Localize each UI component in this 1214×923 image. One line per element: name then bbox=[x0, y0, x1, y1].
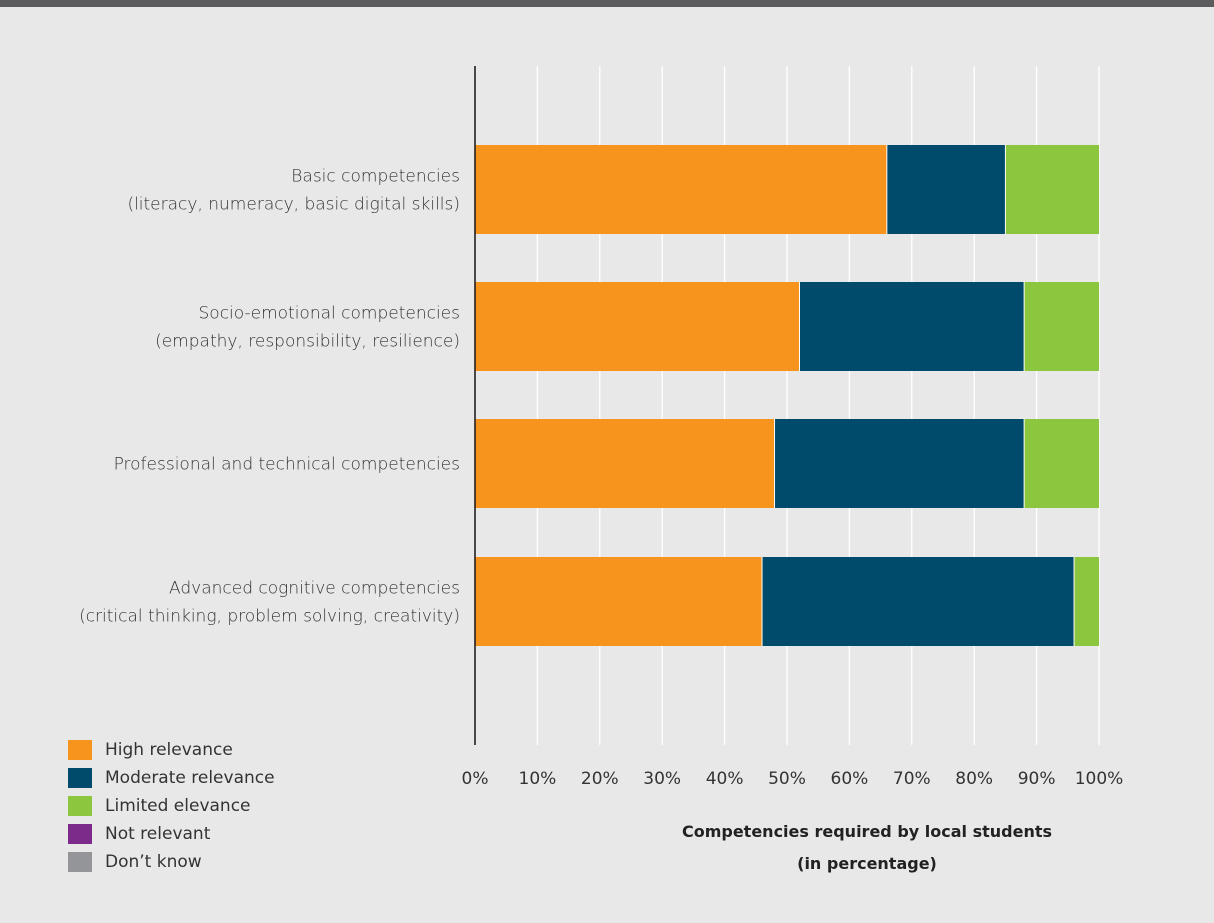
bar-segment bbox=[475, 557, 763, 646]
x-tick-label: 100% bbox=[1075, 769, 1124, 789]
bar-segment bbox=[1024, 282, 1099, 371]
legend-item: High relevance bbox=[68, 736, 275, 764]
legend-swatch bbox=[68, 768, 92, 788]
x-axis-title: Competencies required by local students bbox=[682, 822, 1052, 841]
x-tick-label: 20% bbox=[581, 769, 619, 789]
category-label: (literacy, numeracy, basic digital skill… bbox=[127, 195, 460, 215]
legend-item: Not relevant bbox=[68, 820, 275, 848]
bar-segment bbox=[774, 419, 1025, 508]
category-label: Advanced cognitive competencies bbox=[169, 579, 460, 599]
x-tick-label: 50% bbox=[768, 769, 806, 789]
legend-label: Not relevant bbox=[105, 824, 211, 844]
x-tick-label: 0% bbox=[462, 769, 489, 789]
x-tick-label: 10% bbox=[519, 769, 557, 789]
bar-segment bbox=[762, 557, 1075, 646]
legend-item: Limited elevance bbox=[68, 792, 275, 820]
legend-swatch bbox=[68, 824, 92, 844]
legend-label: Don’t know bbox=[105, 852, 202, 872]
bar-segment bbox=[1074, 557, 1099, 646]
category-label: (empathy, responsibility, resilience) bbox=[155, 332, 460, 352]
x-tick-label: 60% bbox=[831, 769, 869, 789]
bar-segment bbox=[475, 282, 800, 371]
category-label: Professional and technical competencies bbox=[114, 455, 460, 475]
category-label: (critical thinking, problem solving, cre… bbox=[79, 607, 460, 627]
legend-swatch bbox=[68, 796, 92, 816]
legend-item: Moderate relevance bbox=[68, 764, 275, 792]
legend-label: Limited elevance bbox=[105, 796, 251, 816]
legend-label: Moderate relevance bbox=[105, 768, 275, 788]
legend-swatch bbox=[68, 852, 92, 872]
bar-segment bbox=[1024, 419, 1099, 508]
bar-segment bbox=[475, 419, 775, 508]
bar-segment bbox=[475, 145, 887, 234]
x-tick-label: 30% bbox=[643, 769, 681, 789]
legend-label: High relevance bbox=[105, 740, 233, 760]
top-border bbox=[0, 0, 1214, 7]
bar-segment bbox=[886, 145, 1006, 234]
x-tick-label: 40% bbox=[706, 769, 744, 789]
legend-swatch bbox=[68, 740, 92, 760]
category-label: Socio-emotional competencies bbox=[199, 304, 460, 324]
category-label: Basic competencies bbox=[291, 167, 460, 187]
legend-item: Don’t know bbox=[68, 848, 275, 876]
bar-segment bbox=[799, 282, 1025, 371]
legend: High relevance Moderate relevance Limited … bbox=[68, 736, 275, 876]
x-axis-title: (in percentage) bbox=[797, 854, 937, 873]
x-tick-label: 70% bbox=[893, 769, 931, 789]
bar-segment bbox=[1005, 145, 1099, 234]
x-tick-label: 90% bbox=[1018, 769, 1056, 789]
x-tick-label: 80% bbox=[955, 769, 993, 789]
